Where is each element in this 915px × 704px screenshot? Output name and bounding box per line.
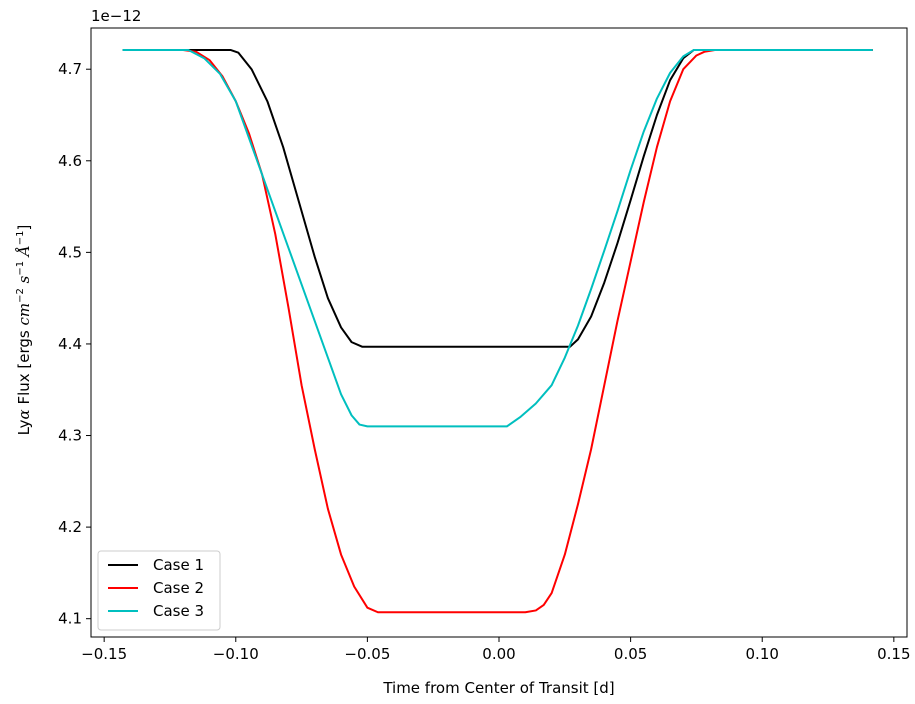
y-label-cm-exp: −2 <box>15 288 26 303</box>
series-layer <box>122 48 873 614</box>
y-label-close: ] <box>15 225 33 231</box>
y-label-alpha: α <box>15 409 33 419</box>
plot-frame <box>90 27 908 638</box>
y-tick-label: 4.7 <box>58 60 82 78</box>
y-tick-label: 4.4 <box>58 335 82 353</box>
y-tick-label: 4.3 <box>58 427 82 445</box>
y-label-ang: Å <box>15 245 33 261</box>
series-line-case-2 <box>122 48 873 614</box>
y-label-ang-exp: −1 <box>15 231 26 246</box>
x-tick-label: 0.00 <box>482 645 515 663</box>
y-tick-label: 4.2 <box>58 518 82 536</box>
legend: Case 1 Case 2 Case 3 <box>97 550 221 631</box>
legend-label-case-2: Case 2 <box>153 579 204 597</box>
y-label-s: s <box>15 275 33 288</box>
x-tick-label: 0.15 <box>877 645 910 663</box>
x-tick-label: 0.10 <box>746 645 779 663</box>
y-tick-label: 4.1 <box>58 610 82 628</box>
y-axis-label: Lyα Flux [ergs cm−2 s−1 Å−1] <box>15 225 33 436</box>
legend-label-case-1: Case 1 <box>153 556 204 574</box>
y-axis: 4.1 4.2 4.3 4.4 4.5 4.6 4.7 <box>58 60 91 628</box>
y-tick-label: 4.6 <box>58 152 82 170</box>
x-tick-label: −0.10 <box>213 645 259 663</box>
y-label-cm: cm <box>15 303 33 326</box>
x-axis: −0.15 −0.10 −0.05 0.00 0.05 0.10 0.15 <box>81 637 911 663</box>
y-offset-text: 1e−12 <box>91 7 141 25</box>
y-label-prefix: Ly <box>15 419 33 435</box>
x-tick-label: −0.05 <box>344 645 390 663</box>
x-tick-label: 0.05 <box>614 645 647 663</box>
y-tick-label: 4.5 <box>58 243 82 261</box>
y-label-s-exp: −1 <box>15 261 26 276</box>
y-label-flux: Flux [ergs <box>15 326 33 410</box>
x-axis-label: Time from Center of Transit [d] <box>382 679 614 697</box>
x-tick-label: −0.15 <box>81 645 127 663</box>
series-line-case-3 <box>122 48 873 428</box>
legend-label-case-3: Case 3 <box>153 602 204 620</box>
series-line-case-1 <box>122 48 873 348</box>
